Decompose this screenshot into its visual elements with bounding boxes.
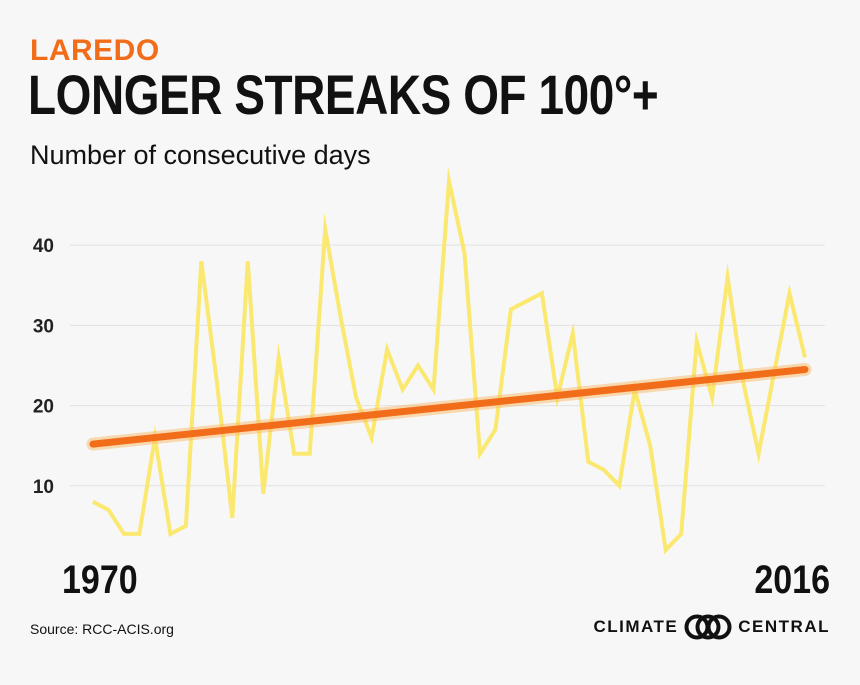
series-line-consecutive-days bbox=[92, 166, 807, 555]
chart-subtitle: Number of consecutive days bbox=[30, 140, 371, 170]
y-axis-ticks: 10 20 30 40 bbox=[33, 236, 54, 498]
y-tick-label-40: 40 bbox=[33, 236, 54, 257]
trend-line bbox=[89, 365, 809, 448]
logo-text-left: CLIMATE bbox=[593, 617, 679, 636]
y-tick-label-20: 20 bbox=[33, 397, 54, 418]
trend-series bbox=[86, 362, 812, 451]
logo-rings-icon bbox=[684, 614, 732, 640]
y-tick-label-10: 10 bbox=[33, 477, 54, 498]
y-tick-label-30: 30 bbox=[33, 316, 54, 337]
climate-central-logo: CLIMATE CENTRAL bbox=[593, 614, 830, 640]
city-label: LAREDO bbox=[30, 34, 160, 67]
x-axis-start-label: 1970 bbox=[62, 558, 138, 602]
chart-title: LONGER STREAKS OF 100°+ bbox=[28, 63, 659, 126]
logo-text-right: CENTRAL bbox=[738, 617, 830, 636]
x-axis-end-label: 2016 bbox=[754, 558, 830, 602]
data-series bbox=[92, 166, 807, 555]
gridlines bbox=[70, 244, 825, 487]
source-citation: Source: RCC-ACIS.org bbox=[30, 621, 174, 637]
